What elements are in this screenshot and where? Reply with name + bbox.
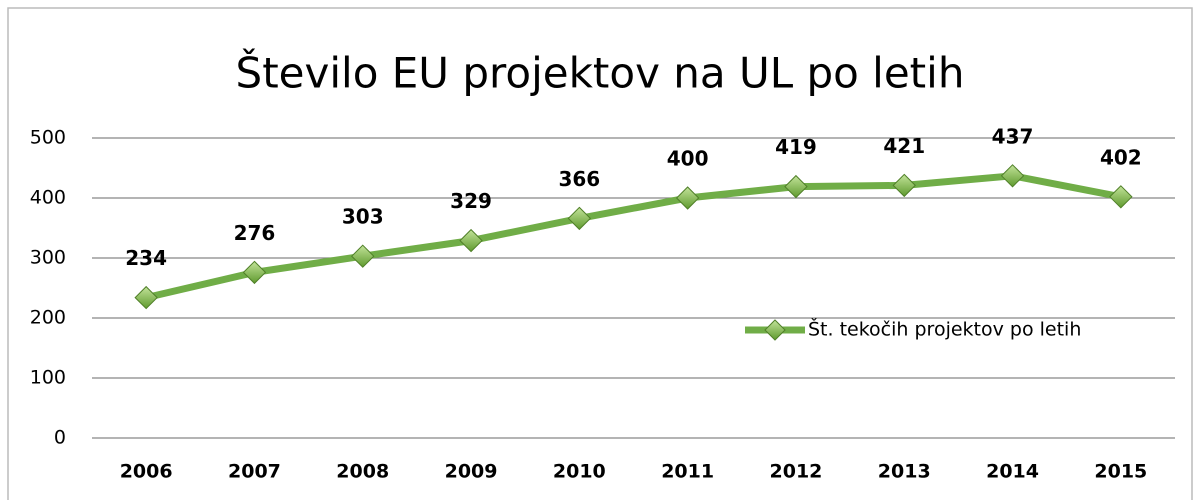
data-point bbox=[675, 186, 700, 210]
data-label: 421 bbox=[883, 134, 925, 158]
series-line bbox=[145, 172, 1122, 302]
data-point bbox=[242, 260, 267, 285]
legend-label: Št. tekočih projektov po letih bbox=[808, 317, 1081, 341]
data-point bbox=[1109, 185, 1133, 209]
data-point bbox=[1000, 164, 1025, 188]
data-point bbox=[134, 285, 158, 310]
data-label: 400 bbox=[667, 147, 709, 171]
y-tick-label: 500 bbox=[30, 127, 66, 149]
x-tick-label: 2010 bbox=[553, 461, 606, 483]
x-tick-label: 2007 bbox=[228, 461, 281, 483]
data-label: 329 bbox=[450, 189, 492, 213]
data-point bbox=[351, 244, 375, 268]
data-label: 437 bbox=[992, 124, 1034, 148]
data-label: 234 bbox=[125, 246, 167, 270]
data-label: 303 bbox=[342, 205, 384, 229]
x-tick-label: 2008 bbox=[336, 461, 389, 483]
data-label: 402 bbox=[1100, 145, 1142, 169]
x-tick-label: 2006 bbox=[120, 461, 173, 483]
data-label: 366 bbox=[558, 167, 600, 191]
chart-border bbox=[7, 7, 1193, 504]
data-label: 419 bbox=[775, 135, 817, 159]
y-tick-label: 400 bbox=[30, 187, 66, 209]
x-tick-label: 2013 bbox=[878, 461, 931, 483]
data-point bbox=[567, 206, 592, 231]
x-tick-label: 2011 bbox=[661, 461, 714, 483]
x-tick-label: 2015 bbox=[1094, 461, 1147, 483]
y-tick-label: 100 bbox=[30, 367, 66, 389]
legend-marker bbox=[764, 319, 786, 341]
chart-title: Število EU projektov na UL po letih bbox=[236, 48, 965, 98]
data-point bbox=[459, 228, 483, 253]
y-tick-label: 300 bbox=[30, 247, 66, 269]
x-tick-label: 2009 bbox=[445, 461, 498, 483]
y-tick-label: 200 bbox=[30, 307, 66, 329]
x-tick-label: 2012 bbox=[770, 461, 823, 483]
data-point bbox=[892, 173, 916, 198]
data-label: 276 bbox=[234, 221, 276, 245]
x-tick-label: 2014 bbox=[986, 461, 1039, 483]
data-point bbox=[784, 174, 808, 199]
y-tick-label: 0 bbox=[54, 427, 66, 449]
